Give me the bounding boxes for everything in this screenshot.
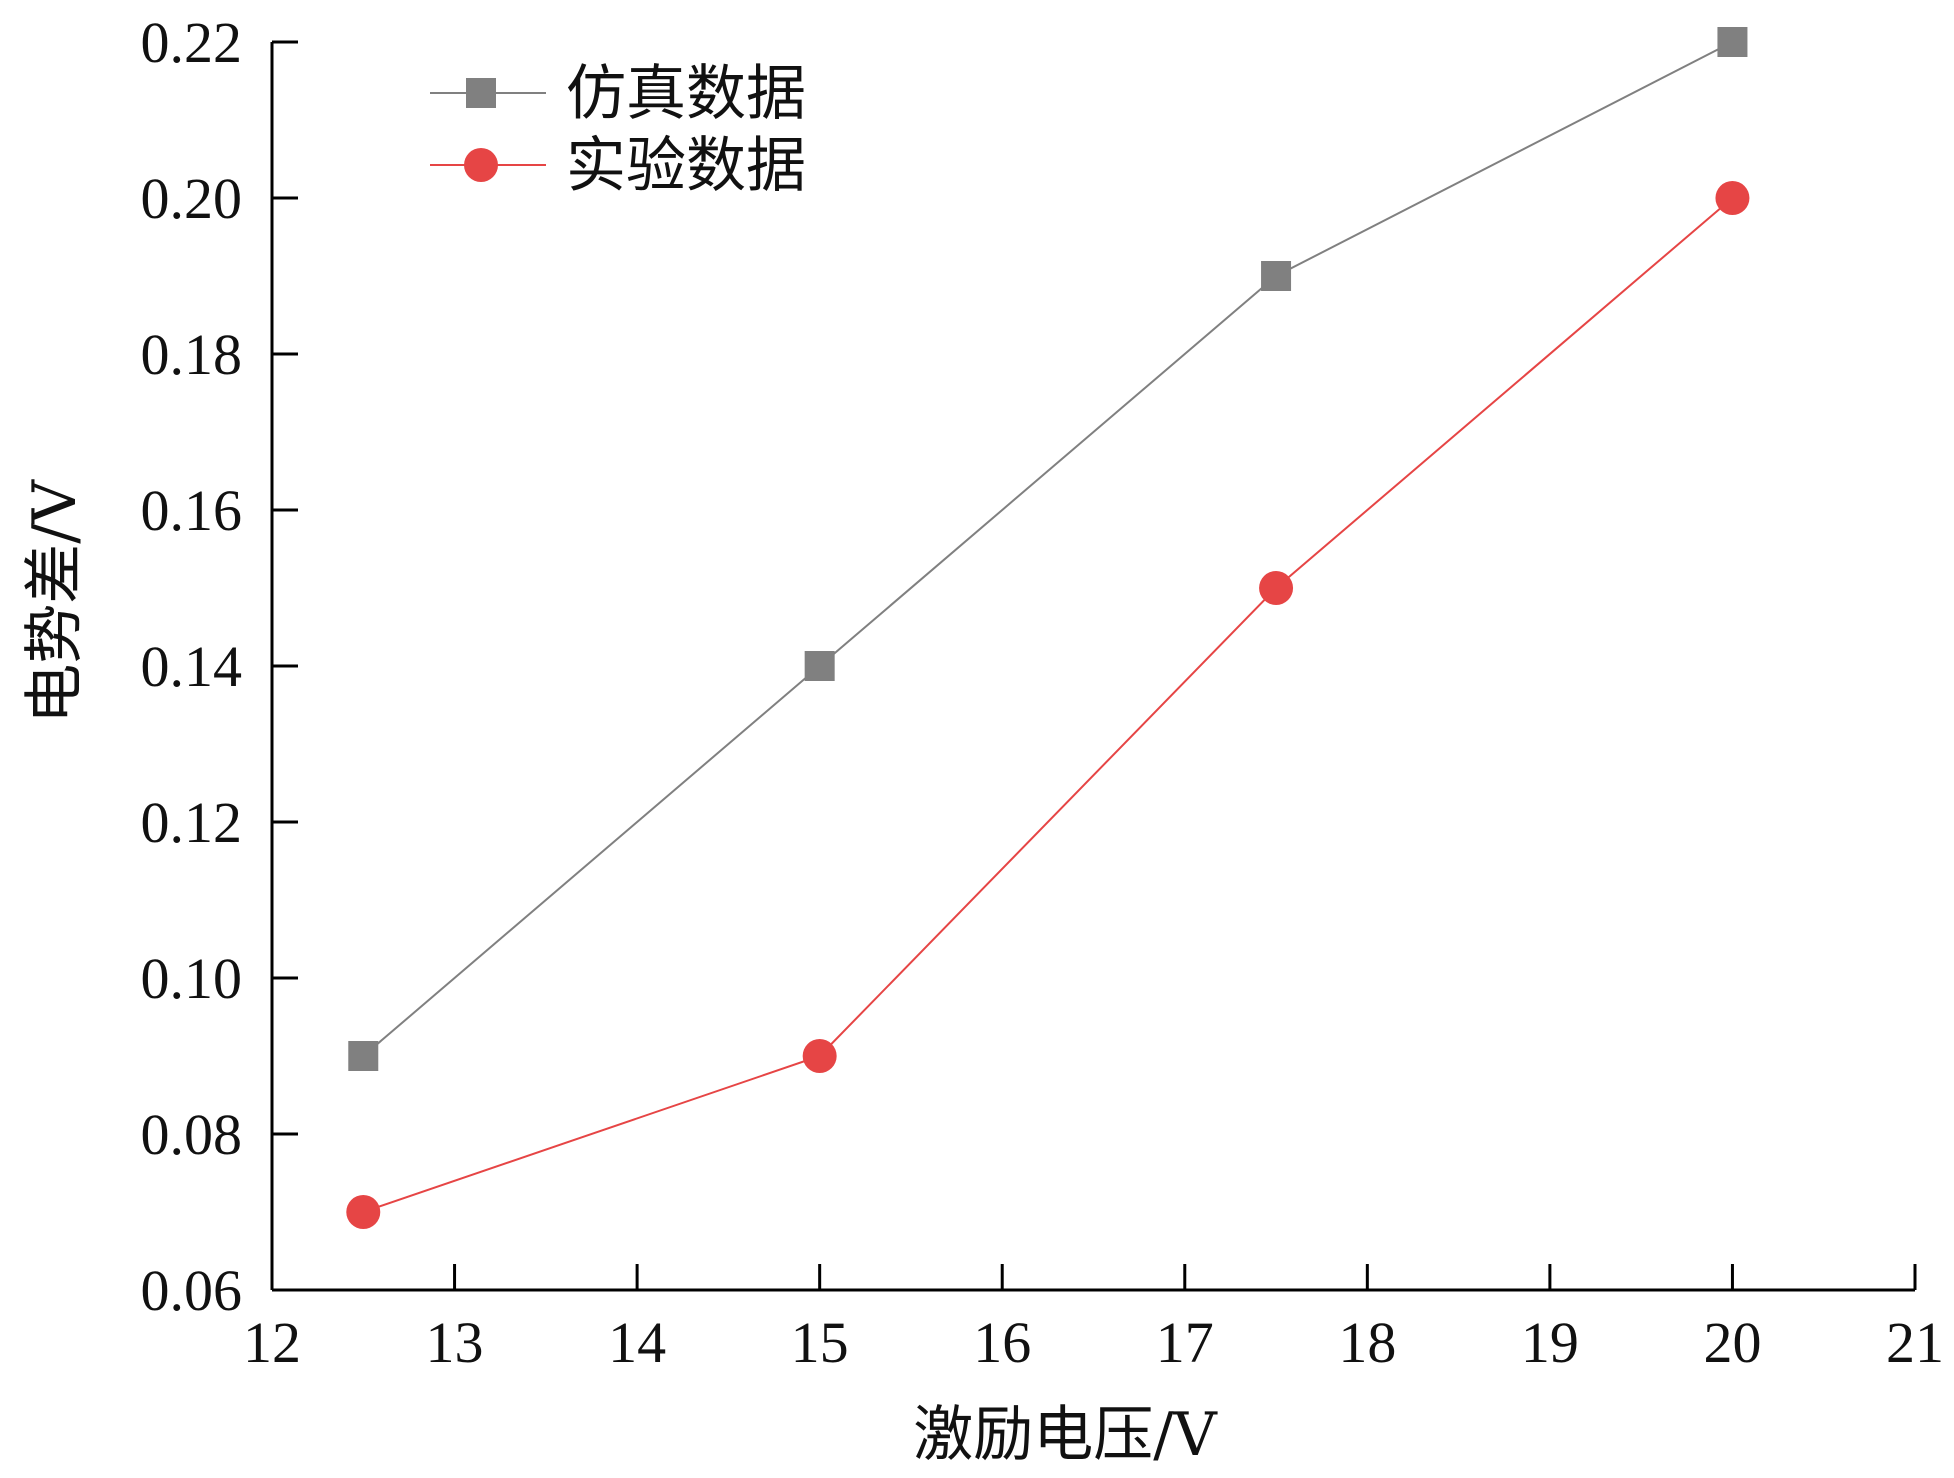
data-point xyxy=(802,1039,837,1073)
x-tick-label: 21 xyxy=(1886,1310,1944,1375)
x-tick-label: 15 xyxy=(791,1310,849,1375)
series-2 xyxy=(346,181,1750,1229)
legend-item-2: 实验数据 xyxy=(430,131,806,201)
y-tick-label: 0.06 xyxy=(141,1258,243,1323)
data-point xyxy=(1261,261,1292,291)
x-tick-label: 16 xyxy=(973,1310,1031,1375)
legend-label: 实验数据 xyxy=(566,131,806,201)
y-tick-label: 0.18 xyxy=(141,322,243,387)
data-point xyxy=(1717,27,1748,57)
series-layer xyxy=(346,27,1750,1229)
x-tick-label: 14 xyxy=(608,1310,666,1375)
data-point xyxy=(1259,571,1294,605)
data-point xyxy=(346,1195,381,1229)
y-tick-label: 0.16 xyxy=(141,478,243,543)
x-tick-label: 19 xyxy=(1521,1310,1579,1375)
x-tick-label: 13 xyxy=(426,1310,484,1375)
y-tick-label: 0.10 xyxy=(141,946,243,1011)
series-1 xyxy=(348,27,1748,1071)
y-tick-label: 0.22 xyxy=(141,10,243,75)
axes: 0.06 0.08 0.10 0.12 0.14 0.16 0.18 0.20 0.22 12 13… xyxy=(141,10,1945,1375)
x-axis-title: 激励电压/V xyxy=(913,1400,1218,1470)
x-tick-label: 20 xyxy=(1703,1310,1761,1375)
legend-label: 仿真数据 xyxy=(566,59,806,129)
y-tick-label: 0.08 xyxy=(141,1102,243,1167)
x-tick-label: 18 xyxy=(1338,1310,1396,1375)
data-point xyxy=(804,651,835,681)
series-line xyxy=(362,197,1734,1213)
x-tick-label: 17 xyxy=(1156,1310,1214,1375)
data-point xyxy=(1715,181,1750,215)
series-line xyxy=(362,41,1733,1057)
y-axis-title: 电势差/V xyxy=(20,479,90,724)
x-tick-label: 12 xyxy=(243,1310,301,1375)
y-tick-label: 0.20 xyxy=(141,166,243,231)
data-point xyxy=(348,1041,379,1071)
legend-item-1: 仿真数据 xyxy=(430,59,806,129)
legend-marker xyxy=(464,148,498,182)
y-tick-label: 0.14 xyxy=(141,634,243,699)
y-tick-label: 0.12 xyxy=(141,790,243,855)
legend-marker xyxy=(466,78,496,108)
